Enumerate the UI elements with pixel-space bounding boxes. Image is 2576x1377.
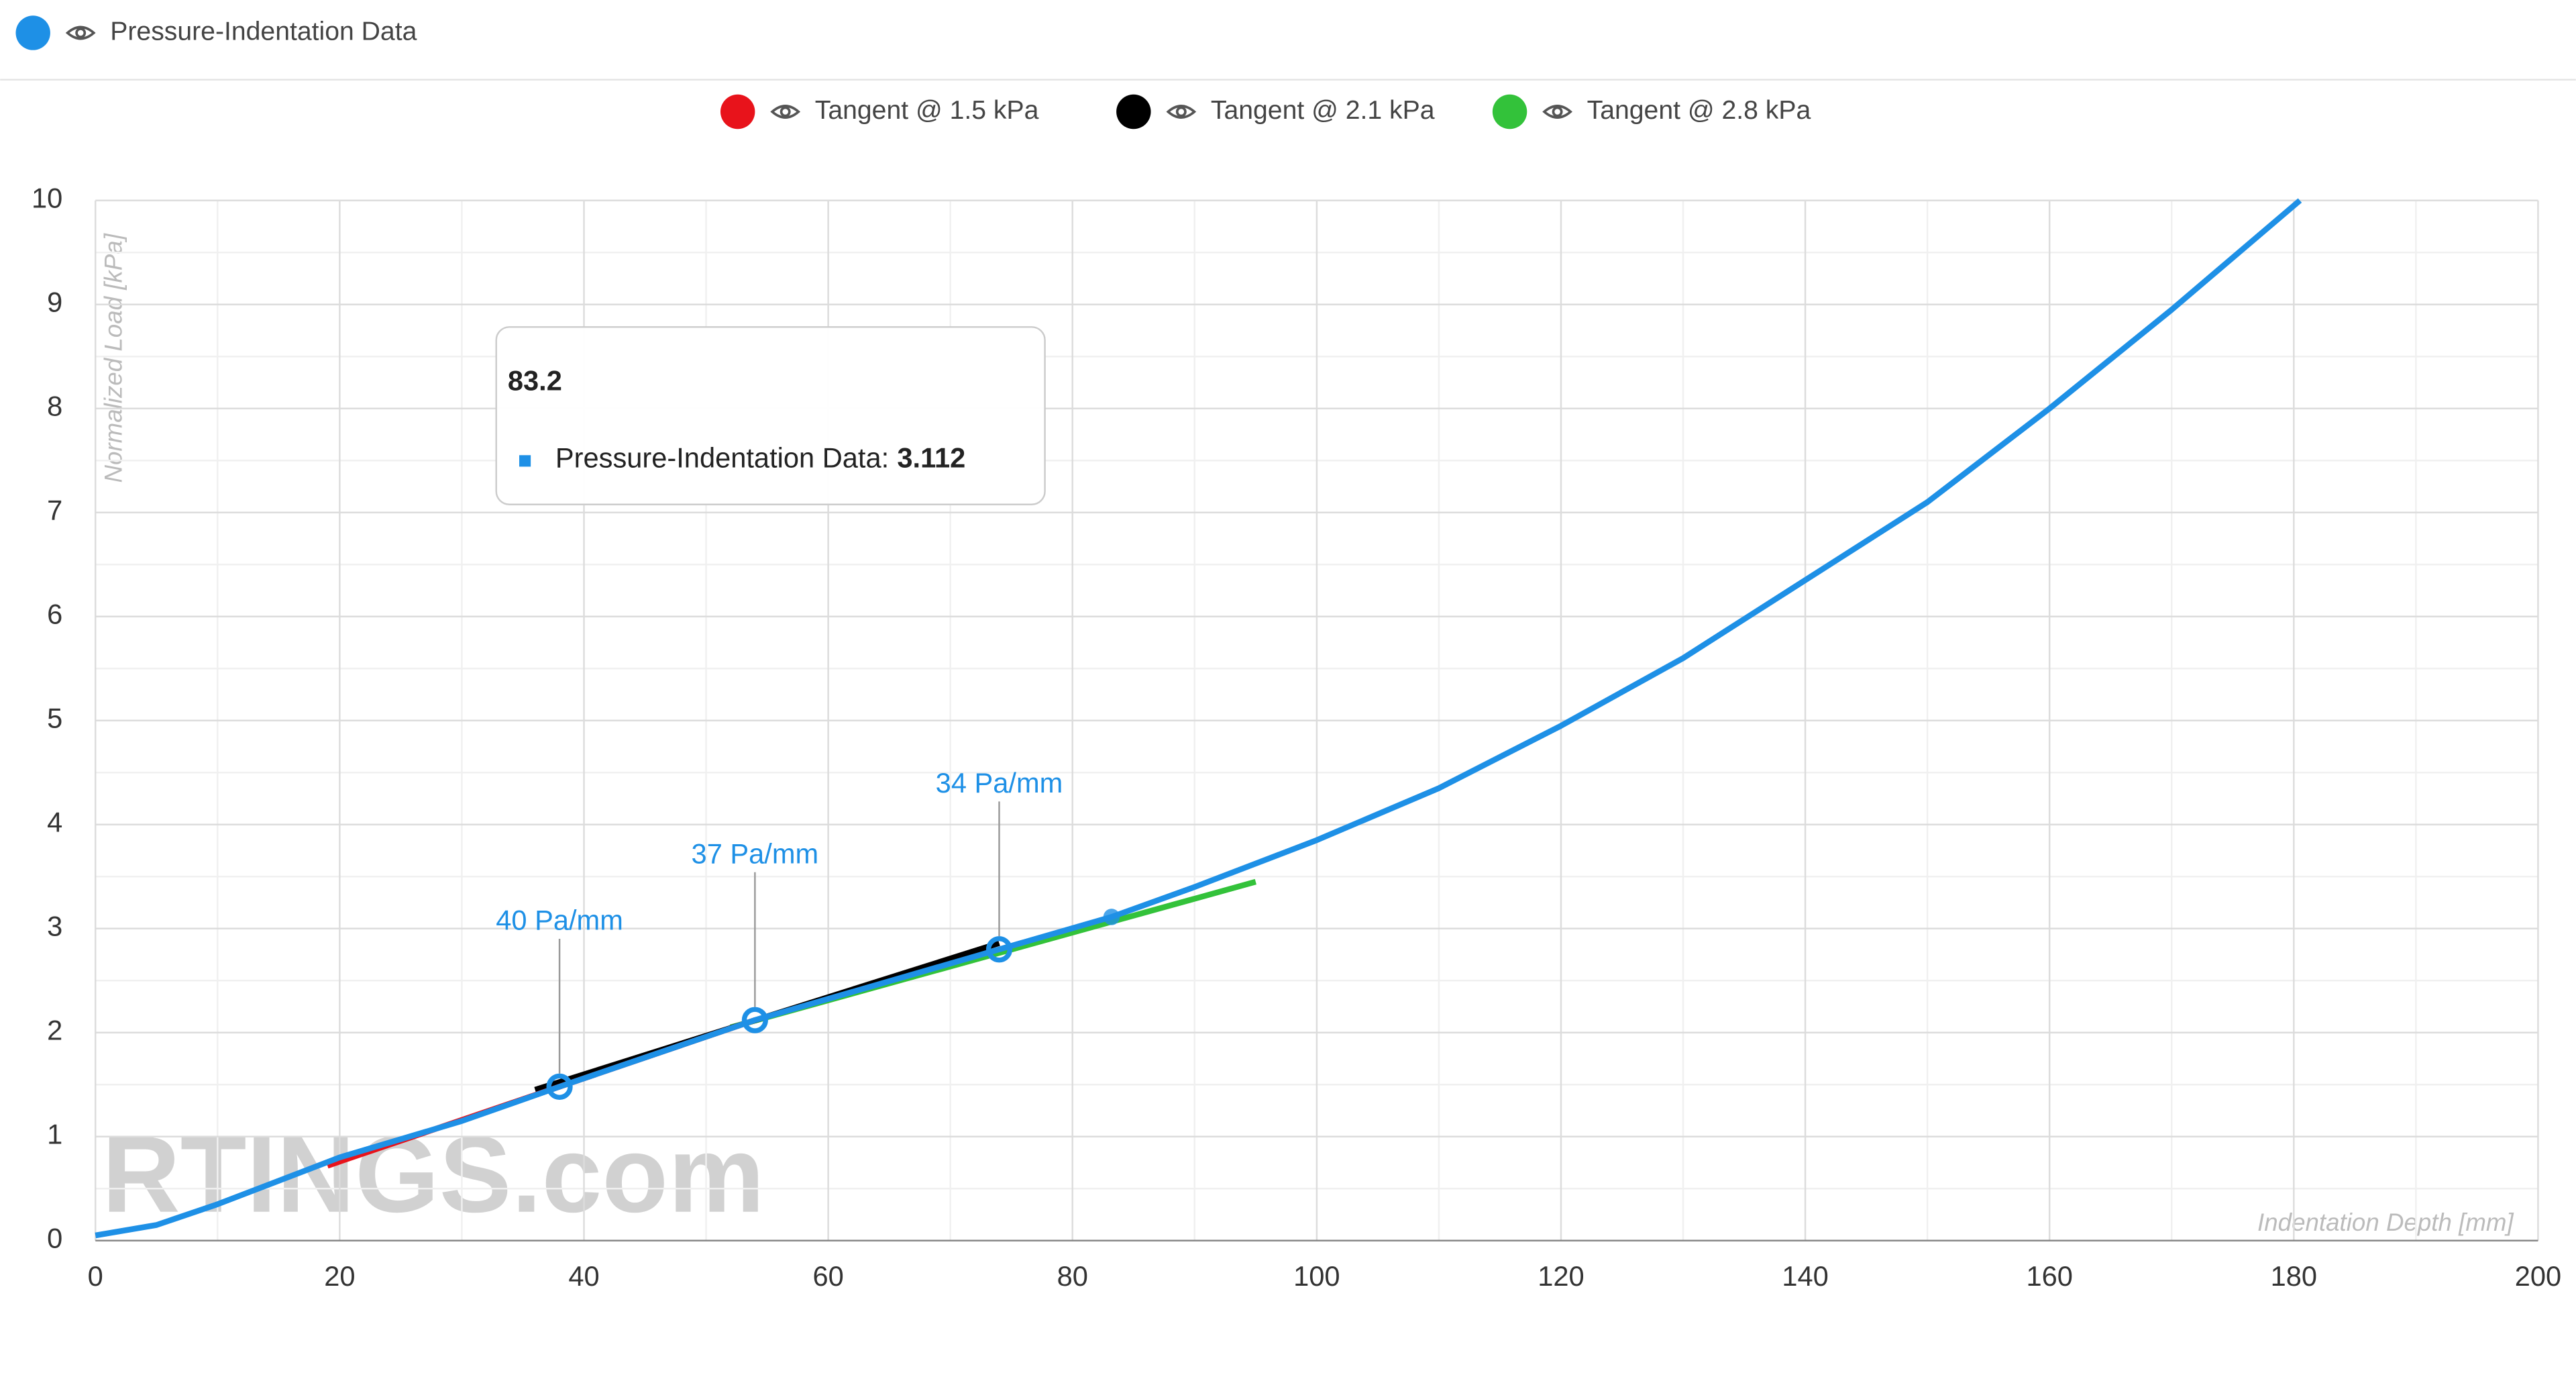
legend-swatch xyxy=(1116,94,1151,130)
tooltip-x: 83.2 xyxy=(508,365,562,397)
legend-label: Tangent @ 2.1 kPa xyxy=(1211,96,1435,125)
y-axis-label: Normalized Load [kPa] xyxy=(99,233,127,482)
y-tick-label: 9 xyxy=(47,287,62,318)
tooltip-box xyxy=(495,326,1046,505)
y-tick-label: 1 xyxy=(47,1119,62,1150)
x-tick-label: 140 xyxy=(1782,1260,1828,1292)
y-tick-label: 3 xyxy=(47,911,62,942)
y-tick-label: 5 xyxy=(47,703,62,734)
annotation-label: 37 Pa/mm xyxy=(692,837,819,869)
y-tick-label: 8 xyxy=(47,391,62,422)
annotation-point xyxy=(546,1073,573,1100)
eye-icon xyxy=(1166,105,1197,119)
x-tick-label: 60 xyxy=(812,1260,843,1292)
eye-pupil xyxy=(75,28,87,38)
annotation-label: 34 Pa/mm xyxy=(936,767,1063,799)
y-tick-label: 6 xyxy=(47,599,62,630)
legend-item[interactable]: Tangent @ 1.5 kPa xyxy=(720,94,1039,130)
annotation-label: 40 Pa/mm xyxy=(496,904,623,935)
y-tick-label: 0 xyxy=(47,1223,62,1254)
tooltip-value: 3.112 xyxy=(897,442,965,474)
legend-swatch xyxy=(15,15,50,50)
x-tick-label: 40 xyxy=(568,1260,599,1292)
x-tick-label: 120 xyxy=(1538,1260,1584,1292)
y-tick-label: 2 xyxy=(47,1015,62,1046)
legend-label: Pressure-Indentation Data xyxy=(110,17,417,46)
legend-swatch xyxy=(1492,94,1527,130)
eye-pupil xyxy=(780,106,791,117)
eye-icon xyxy=(1542,105,1572,119)
x-tick-label: 160 xyxy=(2026,1260,2072,1292)
legend-item[interactable]: Tangent @ 2.1 kPa xyxy=(1116,94,1435,130)
x-tick-label: 180 xyxy=(2271,1260,2317,1292)
legend-swatch xyxy=(720,94,755,130)
eye-icon xyxy=(770,105,801,119)
hover-point xyxy=(1103,909,1120,925)
x-tick-label: 200 xyxy=(2515,1260,2561,1292)
x-tick-label: 20 xyxy=(324,1260,355,1292)
annotation-point xyxy=(741,1007,768,1033)
x-tick-label: 0 xyxy=(88,1260,103,1292)
x-tick-label: 100 xyxy=(1293,1260,1340,1292)
legend-item[interactable]: Pressure-Indentation Data xyxy=(15,15,417,50)
data-line xyxy=(95,198,2302,1239)
eye-icon xyxy=(65,26,96,40)
legend-item[interactable]: Tangent @ 2.8 kPa xyxy=(1492,94,1811,130)
tooltip-text: Pressure-Indentation Data: 3.112 xyxy=(555,442,965,474)
annotation-point xyxy=(985,936,1013,963)
eye-pupil xyxy=(1175,106,1187,117)
watermark: RTINGS.com xyxy=(102,1115,765,1235)
legend-label: Tangent @ 2.8 kPa xyxy=(1587,96,1811,125)
y-tick-label: 7 xyxy=(47,495,62,526)
y-tick-label: 4 xyxy=(47,807,62,838)
tooltip-swatch xyxy=(519,455,531,467)
x-tick-label: 80 xyxy=(1057,1260,1088,1292)
legend-label: Tangent @ 1.5 kPa xyxy=(815,96,1039,125)
tooltip-series: Pressure-Indentation Data: xyxy=(555,442,889,474)
y-tick-label: 10 xyxy=(32,183,62,214)
eye-pupil xyxy=(1552,106,1563,117)
x-axis-label: Indentation Depth [mm] xyxy=(2257,1209,2514,1236)
